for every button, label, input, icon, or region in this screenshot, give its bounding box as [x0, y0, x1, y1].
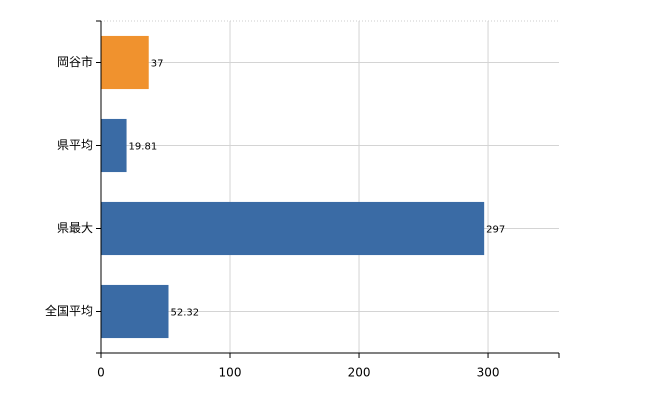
y-tick-label: 県平均 [57, 138, 93, 152]
bar [101, 35, 149, 90]
y-tick-label: 県最大 [57, 221, 93, 235]
value-label: 37 [151, 59, 164, 70]
x-tick-label: 200 [348, 366, 371, 380]
value-label: 52.32 [171, 308, 200, 319]
x-tick-label: 100 [219, 366, 242, 380]
y-tick-label: 岡谷市 [57, 54, 93, 69]
bar [101, 284, 169, 339]
x-tick-label: 0 [97, 366, 105, 380]
value-label: 19.81 [129, 142, 158, 153]
y-tick-label: 全国平均 [45, 303, 93, 318]
x-tick-label: 300 [477, 366, 500, 380]
value-label: 297 [486, 225, 505, 236]
bar [101, 201, 485, 256]
bar [101, 118, 127, 173]
